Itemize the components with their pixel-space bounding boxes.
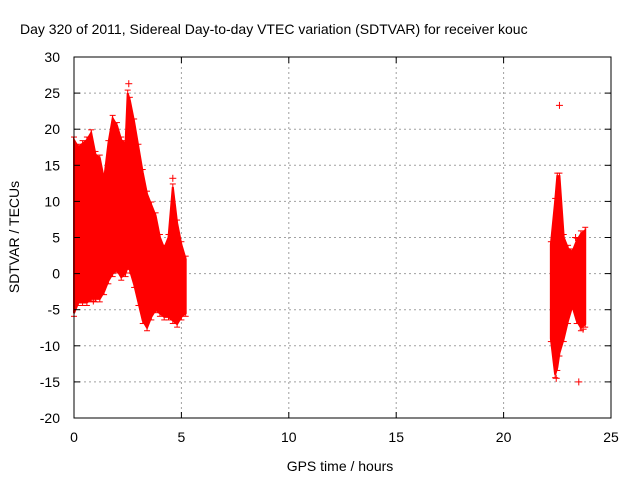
y-tick-label: 20 — [44, 121, 60, 137]
y-tick-label: -15 — [40, 374, 60, 390]
x-axis-label: GPS time / hours — [287, 458, 394, 474]
data-point — [575, 378, 583, 386]
x-tick-label: 0 — [70, 429, 78, 445]
data-point — [552, 374, 560, 382]
y-tick-label: 0 — [52, 266, 60, 282]
y-tick-label: 30 — [44, 49, 60, 65]
x-tick-label: 5 — [178, 429, 186, 445]
series-sdtvar — [71, 80, 589, 386]
y-tick-label: -5 — [48, 302, 61, 318]
data-point — [169, 174, 177, 182]
data-point — [572, 234, 580, 241]
x-tick-label: 25 — [603, 429, 619, 445]
data-point — [89, 297, 97, 305]
data-point — [125, 80, 133, 88]
y-tick-label: 10 — [44, 193, 60, 209]
grid-lines — [74, 57, 611, 418]
y-tick-label: -20 — [40, 410, 60, 426]
y-tick-label: 5 — [52, 230, 60, 246]
chart-title: Day 320 of 2011, Sidereal Day-to-day VTE… — [20, 21, 528, 37]
data-point — [555, 101, 563, 109]
y-tick-label: 25 — [44, 85, 60, 101]
x-tick-label: 20 — [496, 429, 512, 445]
x-tick-label: 15 — [388, 429, 404, 445]
x-tick-label: 10 — [281, 429, 297, 445]
data-point — [579, 325, 587, 333]
axis-ticks: 0 5 10 15 20 25 -20 -15 -10 -5 0 5 10 15 20 25 30 — [40, 49, 619, 445]
y-tick-label: 15 — [44, 157, 60, 173]
y-axis-label: SDTVAR / TECUs — [6, 181, 22, 293]
y-tick-label: -10 — [40, 338, 60, 354]
